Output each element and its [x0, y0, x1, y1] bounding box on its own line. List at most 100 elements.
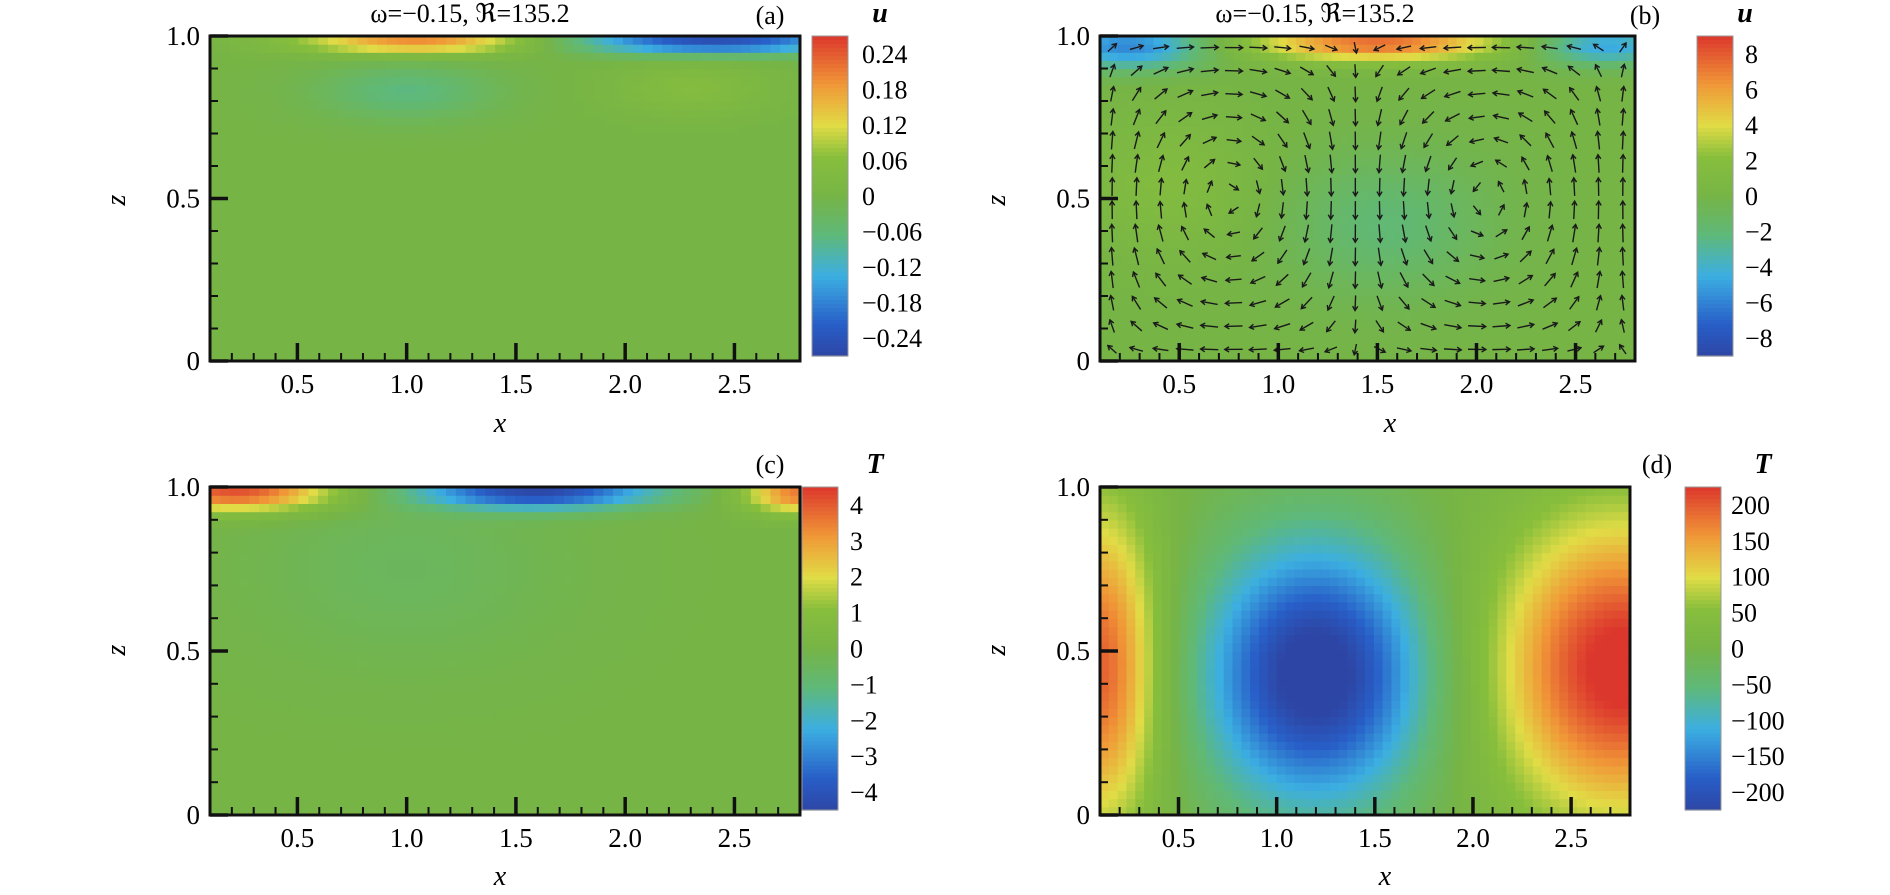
heatmap-cell: [1412, 93, 1422, 102]
heatmap-cell: [1243, 182, 1253, 191]
heatmap-cell: [564, 166, 574, 175]
heatmap-cell: [348, 207, 358, 216]
heatmap-cell: [1350, 52, 1360, 61]
heatmap-cell: [1162, 239, 1172, 248]
heatmap-cell: [1537, 345, 1547, 354]
heatmap-cell: [1421, 101, 1431, 110]
heatmap-cell: [417, 320, 427, 329]
heatmap-cell: [771, 101, 781, 110]
heatmap-cell: [1118, 44, 1128, 53]
heatmap-cell: [682, 190, 692, 199]
heatmap-cell: [466, 44, 476, 53]
heatmap-cell: [702, 44, 712, 53]
heatmap-cell: [692, 288, 702, 297]
heatmap-cell: [1368, 255, 1378, 264]
heatmap-cell: [1305, 304, 1315, 313]
heatmap-cell: [623, 264, 633, 273]
heatmap-cell: [1385, 44, 1395, 53]
heatmap-cell: [1296, 117, 1306, 126]
heatmap-cell: [318, 223, 328, 232]
heatmap-cell: [1109, 239, 1119, 248]
heatmap-cell: [505, 280, 515, 289]
heatmap-cell: [289, 304, 299, 313]
heatmap-cell: [407, 312, 417, 321]
heatmap-cell: [692, 93, 702, 102]
heatmap-cell: [662, 44, 672, 53]
heatmap-cell: [1368, 109, 1378, 118]
heatmap-cell: [328, 93, 338, 102]
heatmap-cell: [1207, 312, 1217, 321]
heatmap-cell: [1528, 255, 1538, 264]
heatmap-cell: [299, 304, 309, 313]
heatmap-cell: [1180, 125, 1190, 134]
heatmap-cell: [495, 109, 505, 118]
heatmap-cell: [407, 174, 417, 183]
heatmap-cell: [1287, 182, 1297, 191]
heatmap-cell: [279, 296, 289, 305]
heatmap-cell: [702, 304, 712, 313]
heatmap-cell: [318, 101, 328, 110]
heatmap-cell: [1448, 52, 1458, 61]
heatmap-cell: [387, 288, 397, 297]
heatmap-cell: [1225, 77, 1235, 86]
heatmap-cell: [1332, 101, 1342, 110]
heatmap-cell: [387, 142, 397, 151]
heatmap-cell: [367, 312, 377, 321]
heatmap-cell: [554, 264, 564, 273]
heatmap-cell: [377, 190, 387, 199]
heatmap-cell: [1483, 125, 1493, 134]
heatmap-cell: [780, 101, 790, 110]
heatmap-cell: [1394, 158, 1404, 167]
heatmap-cell: [505, 101, 515, 110]
heatmap-cell: [633, 166, 643, 175]
heatmap-cell: [377, 142, 387, 151]
heatmap-cell: [308, 255, 318, 264]
heatmap-cell: [230, 329, 240, 338]
heatmap-cell: [1314, 329, 1324, 338]
heatmap-cell: [1207, 125, 1217, 134]
heatmap-cell: [220, 109, 230, 118]
heatmap-cell: [712, 247, 722, 256]
heatmap-cell: [761, 296, 771, 305]
heatmap-cell: [210, 239, 220, 248]
colorbar-segment: [812, 236, 848, 241]
heatmap-cell: [623, 117, 633, 126]
heatmap-cell: [603, 255, 613, 264]
heatmap-cell: [1430, 223, 1440, 232]
heatmap-cell: [535, 280, 545, 289]
heatmap-cell: [672, 182, 682, 191]
heatmap-cell: [1234, 264, 1244, 273]
heatmap-cell: [279, 117, 289, 126]
heatmap-cell: [338, 247, 348, 256]
heatmap-cell: [407, 85, 417, 94]
heatmap-cell: [584, 134, 594, 143]
heatmap-cell: [672, 215, 682, 224]
heatmap-cell: [1118, 69, 1128, 78]
heatmap-cell: [603, 117, 613, 126]
heatmap-cell: [653, 288, 663, 297]
heatmap-cell: [574, 280, 584, 289]
heatmap-cell: [682, 109, 692, 118]
heatmap-cell: [662, 296, 672, 305]
heatmap-cell: [1537, 247, 1547, 256]
heatmap-cell: [584, 329, 594, 338]
heatmap-cell: [318, 288, 328, 297]
heatmap-cell: [1189, 101, 1199, 110]
colorbar-segment: [812, 280, 848, 285]
heatmap-cell: [1305, 85, 1315, 94]
heatmap-cell: [712, 52, 722, 61]
heatmap-cell: [603, 150, 613, 159]
heatmap-cell: [731, 150, 741, 159]
heatmap-cell: [1136, 101, 1146, 110]
heatmap-cell: [544, 52, 554, 61]
heatmap-cell: [1608, 134, 1618, 143]
heatmap-cell: [584, 77, 594, 86]
heatmap-cell: [259, 231, 269, 240]
heatmap-cell: [564, 223, 574, 232]
heatmap-cell: [318, 215, 328, 224]
heatmap-cell: [1608, 125, 1618, 134]
heatmap-cell: [1359, 158, 1369, 167]
heatmap-cell: [721, 101, 731, 110]
heatmap-cell: [1341, 93, 1351, 102]
heatmap-cell: [1430, 52, 1440, 61]
